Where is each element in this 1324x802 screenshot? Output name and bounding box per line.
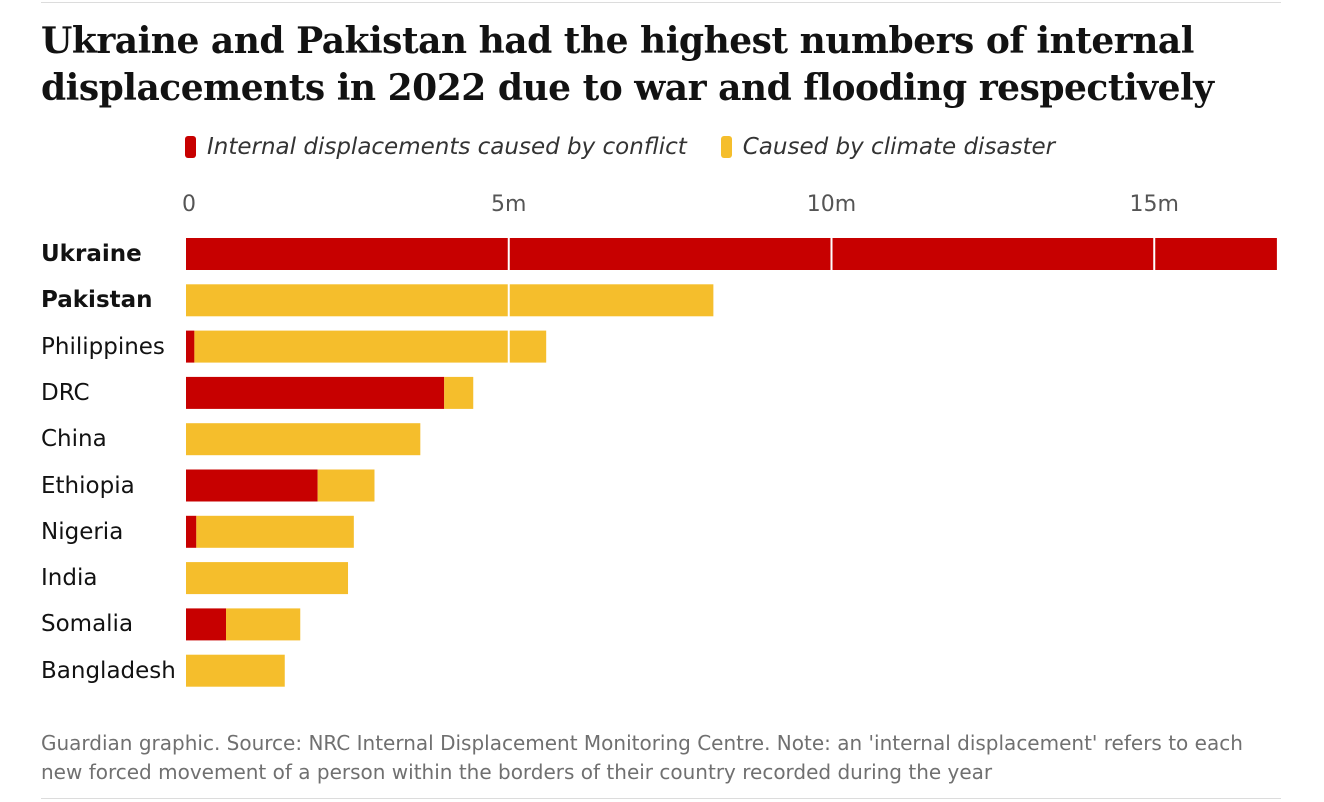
category-label: DRC bbox=[41, 379, 90, 406]
top-rule bbox=[41, 2, 1281, 3]
category-label: Ukraine bbox=[41, 241, 142, 267]
climate-bar-drc bbox=[444, 376, 474, 409]
bottom-rule bbox=[41, 798, 1281, 799]
category-label: Somalia bbox=[41, 611, 134, 638]
category-label: Nigeria bbox=[41, 518, 124, 545]
climate-bar-ethiopia bbox=[317, 469, 375, 502]
legend-item-climate: Caused by climate disaster bbox=[720, 134, 1056, 160]
climate-bar-somalia bbox=[226, 608, 301, 641]
category-label: Philippines bbox=[41, 333, 165, 360]
conflict-bar-drc bbox=[186, 376, 445, 409]
x-tick-label: 5m bbox=[491, 192, 527, 217]
category-label: Pakistan bbox=[41, 287, 153, 314]
legend-swatch-climate bbox=[720, 136, 732, 158]
climate-bar-philippines bbox=[194, 330, 547, 363]
category-label: Bangladesh bbox=[41, 657, 176, 684]
legend-label-climate: Caused by climate disaster bbox=[742, 134, 1056, 160]
conflict-bar-philippines bbox=[186, 330, 195, 363]
category-label: Ethiopia bbox=[41, 472, 135, 499]
climate-bar-china bbox=[186, 423, 421, 456]
legend-item-conflict: Internal displacements caused by conflic… bbox=[185, 134, 687, 160]
legend: Internal displacements caused by conflic… bbox=[185, 132, 1089, 162]
category-label: India bbox=[41, 565, 98, 592]
legend-label-conflict: Internal displacements caused by conflic… bbox=[207, 134, 687, 160]
legend-swatch-conflict bbox=[185, 136, 196, 158]
x-tick-label: 15m bbox=[1129, 192, 1179, 217]
conflict-bar-ethiopia bbox=[186, 469, 318, 502]
climate-bar-nigeria bbox=[196, 515, 354, 548]
x-tick-label: 0 bbox=[182, 192, 196, 217]
climate-bar-bangladesh bbox=[186, 654, 285, 687]
chart-title: Ukraine and Pakistan had the highest num… bbox=[41, 20, 1214, 109]
x-tick-label: 10m bbox=[806, 192, 857, 217]
conflict-bar-somalia bbox=[186, 608, 227, 641]
climate-bar-pakistan bbox=[186, 284, 714, 317]
conflict-bar-ukraine bbox=[186, 238, 1277, 270]
climate-bar-india bbox=[186, 562, 349, 595]
conflict-bar-nigeria bbox=[186, 515, 197, 548]
category-label: China bbox=[41, 426, 107, 453]
source-note: Guardian graphic. Source: NRC Internal D… bbox=[41, 731, 1243, 784]
